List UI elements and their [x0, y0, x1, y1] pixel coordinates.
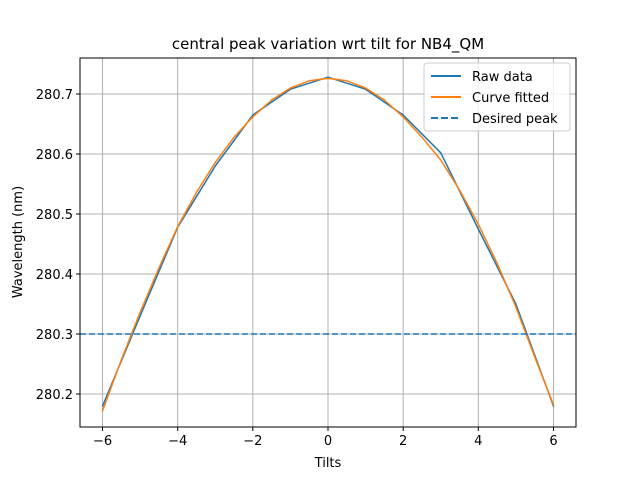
x-tick-label: −2: [243, 434, 262, 449]
series-line-curve-fitted: [101, 77, 555, 412]
legend: Raw data Curve fitted Desired peak: [423, 62, 571, 132]
x-tick-label: 2: [399, 434, 407, 449]
y-tick-label: 280.2: [36, 388, 73, 403]
y-axis-label: Wavelength (nm): [11, 186, 26, 298]
chart-title: central peak variation wrt tilt for NB4_…: [172, 35, 484, 54]
x-tick-label: 6: [549, 434, 557, 449]
x-tick-label: −4: [168, 434, 187, 449]
x-tick-label: 0: [324, 434, 332, 449]
legend-label-desired-peak: Desired peak: [472, 112, 558, 127]
y-tick-label: 280.5: [36, 208, 73, 223]
y-tick-label: 280.3: [36, 328, 73, 343]
x-tick-label: 4: [474, 434, 482, 449]
series-layer: [80, 76, 576, 412]
y-tick-label: 280.4: [36, 268, 73, 283]
ticks: −6 −4 −2 0 2 4 6 280.2 280.3 280.4 280.5 280.6 280.7: [36, 88, 558, 449]
x-axis-label: Tilts: [314, 456, 342, 471]
legend-label-curve-fitted: Curve fitted: [472, 91, 549, 106]
x-tick-label: −6: [93, 434, 112, 449]
legend-label-raw-data: Raw data: [472, 70, 533, 85]
y-tick-label: 280.6: [36, 148, 73, 163]
y-tick-label: 280.7: [36, 88, 73, 103]
legend-box: [423, 62, 571, 132]
